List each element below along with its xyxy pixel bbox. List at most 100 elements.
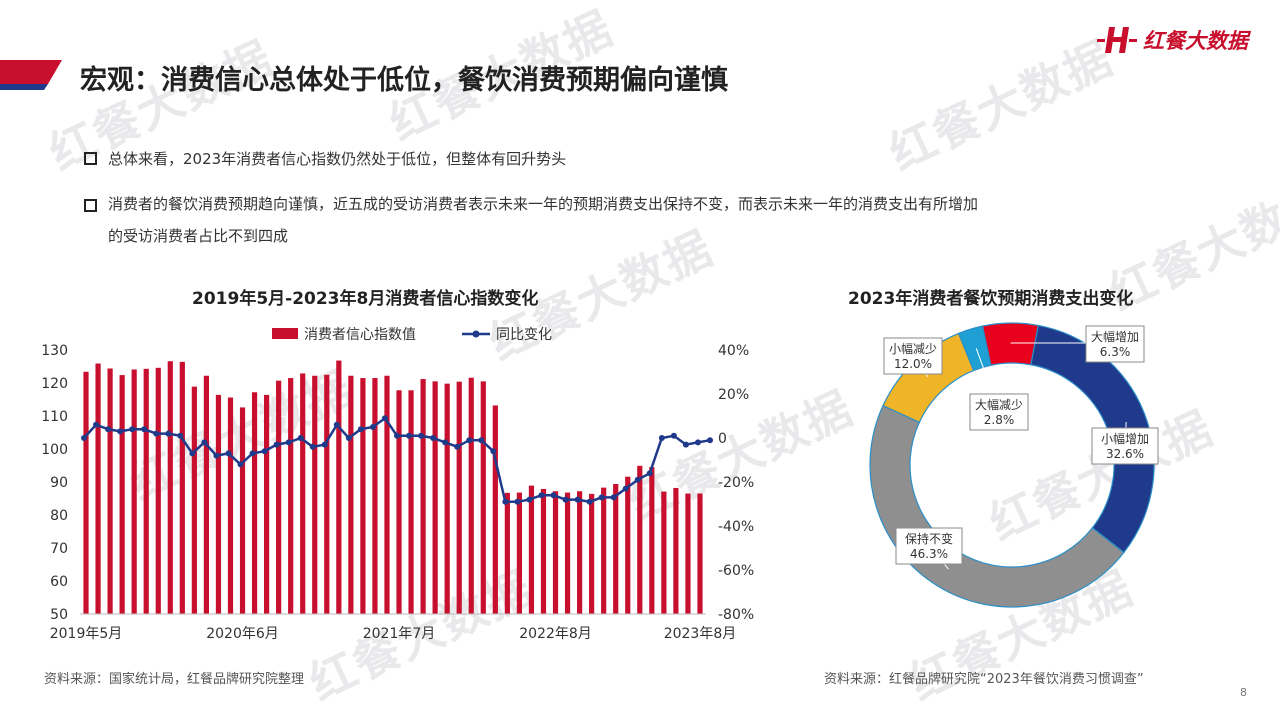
page-number: 8: [1240, 686, 1247, 699]
logo-text: 红餐大数据: [1143, 29, 1248, 53]
bar: [336, 360, 342, 614]
x-tick-label: 2022年8月: [519, 626, 592, 642]
bar: [155, 367, 161, 614]
yoy-point: [430, 435, 437, 441]
slice-name: 小幅减少: [889, 341, 937, 356]
bar: [191, 386, 197, 614]
yoy-point: [117, 428, 124, 435]
yoy-point: [213, 452, 220, 459]
slice-name: 大幅减少: [975, 397, 1023, 412]
x-tick-label: 2019年5月: [50, 626, 123, 642]
bar: [468, 377, 474, 614]
bar: [288, 378, 294, 614]
slice-name: 保持不变: [905, 531, 953, 546]
yoy-point: [81, 435, 87, 441]
bar: [372, 378, 378, 614]
brand-logo: 红餐大数据: [1095, 22, 1248, 58]
consumer-confidence-chart: 消费者信心指数值 同比变化 50 60 70 80 90 100 110 120 130 -80% -6…: [41, 327, 754, 642]
y-left-tick-label: 110: [41, 409, 68, 425]
watermark: 红餐大数据: [881, 30, 1122, 181]
bar: [167, 361, 173, 614]
bar: [348, 375, 354, 614]
yoy-point: [478, 437, 485, 444]
yoy-point: [598, 494, 605, 501]
bar: [516, 492, 523, 614]
slice-label-box: [1091, 427, 1159, 465]
yoy-point: [526, 496, 533, 503]
bar: [384, 375, 390, 614]
donut-chart-title: 2023年消费者餐饮预期消费支出变化: [848, 289, 1134, 309]
yoy-point: [201, 439, 208, 446]
y-right-tick-label: -80%: [718, 607, 754, 623]
slice-name: 大幅增加: [1091, 329, 1139, 344]
bar: [276, 380, 282, 614]
yoy-point: [141, 426, 148, 433]
bar: [312, 375, 318, 614]
bar: [119, 375, 125, 614]
bar: [540, 488, 547, 614]
yoy-point: [285, 439, 292, 446]
bar: [625, 476, 631, 614]
x-tick-label: 2023年8月: [664, 626, 737, 642]
slice-label-box: [895, 527, 963, 565]
bar: [637, 465, 643, 614]
bar: [95, 363, 101, 614]
donut-slice: [981, 322, 1040, 366]
header-accent: [0, 60, 62, 90]
y-left-tick-label: 60: [50, 574, 68, 590]
yoy-point: [502, 498, 509, 505]
y-left-tick-label: 100: [41, 442, 68, 458]
source-note: 资料来源：国家统计局，红餐品牌研究院整理: [44, 672, 305, 687]
donut-slice: [1030, 324, 1155, 554]
bullet-text: 总体来看，2023年消费者信心指数仍然处于低位，但整体有回升势头: [108, 150, 567, 168]
slice-label-box: [969, 393, 1029, 431]
bar: [504, 492, 510, 614]
bar: [661, 491, 667, 614]
y-right-tick-label: 0: [718, 431, 727, 447]
y-right-tick-label: -20%: [718, 475, 754, 491]
yoy-point: [105, 426, 112, 433]
bar: [300, 373, 306, 614]
bar: [528, 485, 535, 614]
y-left-tick-label: 120: [41, 376, 68, 392]
yoy-point: [586, 498, 593, 505]
yoy-point: [369, 424, 376, 430]
bar: [396, 390, 402, 614]
donut-slice: [957, 325, 992, 372]
y-left-tick-label: 50: [50, 607, 68, 623]
source-note: 资料来源：红餐品牌研究院“2023年餐饮消费习惯调查”: [824, 672, 1144, 687]
bar: [107, 368, 113, 614]
yoy-point: [357, 426, 364, 433]
yoy-point: [129, 426, 136, 433]
bar: [131, 369, 137, 614]
y-left-tick-label: 130: [41, 343, 68, 359]
bar: [227, 397, 234, 614]
bar: [552, 491, 559, 614]
bar: [215, 394, 222, 614]
slice-value: 6.3%: [1100, 345, 1131, 359]
bar: [444, 383, 450, 614]
bar: [203, 375, 210, 614]
slice-value: 12.0%: [894, 357, 932, 371]
bar: [179, 361, 185, 614]
legend-label: 同比变化: [496, 327, 552, 343]
bar: [697, 493, 703, 614]
bullet-text: 消费者的餐饮消费预期趋向谨慎，近五成的受访消费者表示未来一年的预期消费支出保持不…: [108, 195, 979, 245]
yoy-point: [610, 494, 617, 501]
y-right-tick-label: 40%: [718, 343, 749, 359]
yoy-point: [177, 432, 184, 439]
slice-label-box: [883, 337, 943, 375]
bullet-item: 消费者的餐饮消费预期趋向谨慎，近五成的受访消费者表示未来一年的预期消费支出保持不…: [84, 188, 1204, 252]
bullet-square-icon: [84, 152, 97, 165]
bar: [601, 487, 607, 614]
yoy-point: [418, 432, 425, 439]
yoy-point: [574, 496, 581, 503]
legend-label: 消费者信心指数值: [304, 327, 416, 343]
legend-bar-swatch: [272, 328, 298, 339]
bar: [251, 392, 258, 614]
bar-chart-title: 2019年5月-2023年8月消费者信心指数变化: [192, 289, 539, 309]
yoy-point: [670, 432, 677, 439]
yoy-point: [622, 485, 629, 492]
yoy-point: [249, 450, 256, 457]
